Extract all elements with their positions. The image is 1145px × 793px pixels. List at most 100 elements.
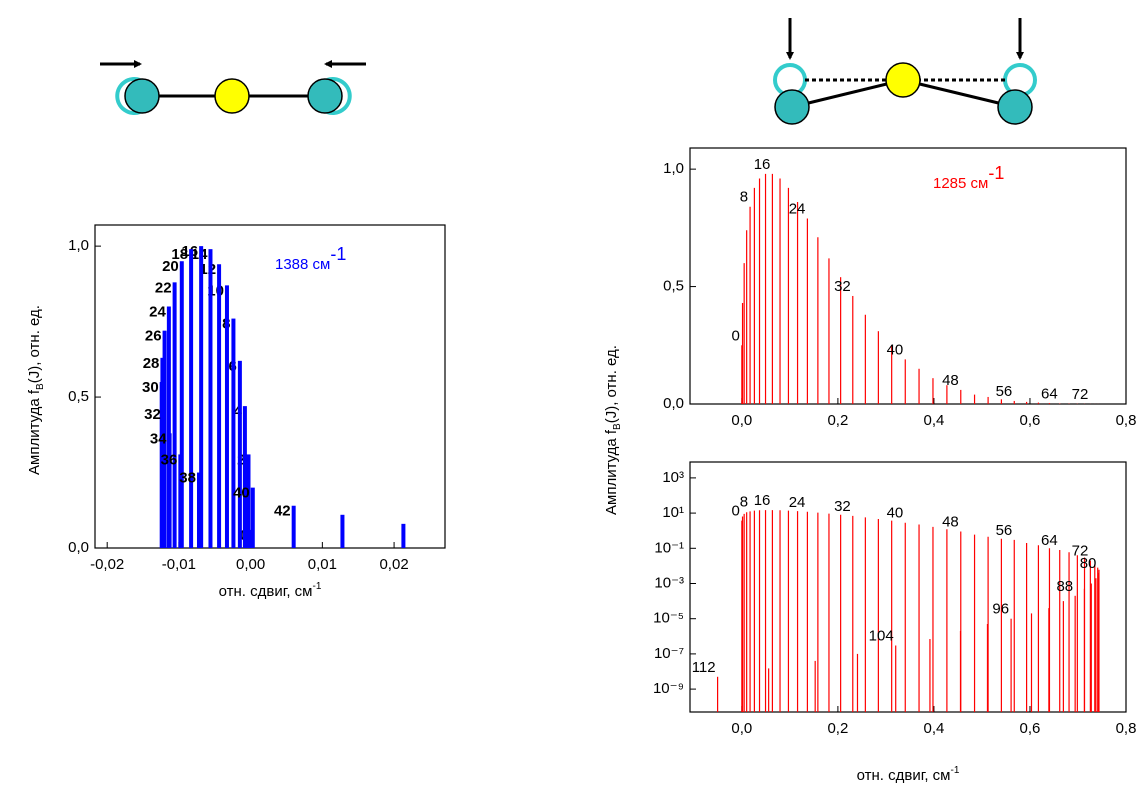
bar bbox=[166, 306, 171, 548]
point-label: 56 bbox=[996, 383, 1013, 400]
y-axis-label-script: B bbox=[35, 383, 46, 390]
x-tick-label: 0,00 bbox=[236, 556, 265, 573]
y-tick-label: 10⁻⁵ bbox=[653, 610, 684, 627]
x-axis-label-script: -1 bbox=[950, 765, 959, 776]
point-label: 26 bbox=[145, 328, 162, 345]
x-axis-label-script: -1 bbox=[312, 581, 321, 592]
point-label: 64 bbox=[1041, 385, 1058, 402]
x-tick-label: 0,6 bbox=[1020, 720, 1041, 737]
x-tick-label: 0,4 bbox=[923, 720, 944, 737]
point-label: 112 bbox=[692, 659, 716, 676]
y-tick-label: 1,0 bbox=[68, 237, 89, 254]
y-tick-label: 10⁻⁷ bbox=[654, 645, 684, 662]
annotation-part: 1388 см bbox=[275, 256, 330, 273]
bar bbox=[217, 264, 222, 548]
point-label: 38 bbox=[179, 470, 196, 487]
y-tick-label: 0,0 bbox=[68, 539, 89, 556]
point-label: 20 bbox=[162, 258, 179, 275]
x-tick-label: 0,8 bbox=[1116, 720, 1137, 737]
y-tick-label: 10⁻⁹ bbox=[653, 680, 684, 697]
x-tick-label: -0,02 bbox=[90, 556, 124, 573]
y-tick-label: 0,5 bbox=[663, 278, 684, 295]
annotation-part: 1285 см bbox=[933, 175, 988, 192]
bar bbox=[237, 360, 242, 548]
y-axis-label: Амплитуда fB(J), отн. ед. bbox=[26, 305, 46, 475]
bar bbox=[231, 318, 236, 548]
annotation-script: -1 bbox=[988, 163, 1004, 183]
y-tick-label: 0,0 bbox=[663, 395, 684, 412]
y-axis-label-part: (J), отн. ед. bbox=[603, 345, 620, 423]
point-label: 18 bbox=[171, 246, 188, 263]
point-label: 72 bbox=[1072, 543, 1089, 560]
point-label: 40 bbox=[887, 505, 904, 522]
bar bbox=[250, 487, 255, 548]
point-label: 8 bbox=[740, 189, 748, 206]
point-label: 16 bbox=[754, 156, 771, 173]
x-axis-label-part: отн. сдвиг, см bbox=[219, 583, 313, 600]
x-tick-label: 0,01 bbox=[308, 556, 337, 573]
point-label: 72 bbox=[1072, 386, 1089, 403]
point-label: 8 bbox=[740, 493, 748, 510]
bar bbox=[189, 249, 194, 548]
molecule-bent bbox=[773, 18, 1037, 125]
x-axis-label: отн. сдвиг, см-1 bbox=[857, 765, 960, 784]
x-tick-label: 0,2 bbox=[827, 720, 848, 737]
x-tick-label: 0,6 bbox=[1020, 412, 1041, 429]
point-label: 104 bbox=[869, 627, 894, 644]
annotation-script: -1 bbox=[330, 244, 346, 264]
bar bbox=[178, 454, 183, 548]
point-label: 30 bbox=[142, 379, 159, 396]
x-axis-label-part: отн. сдвиг, см bbox=[857, 767, 951, 784]
x-axis-label: отн. сдвиг, см-1 bbox=[219, 581, 322, 600]
x-tick-label: 0,0 bbox=[731, 720, 752, 737]
point-label: 36 bbox=[161, 451, 178, 468]
point-label: 42 bbox=[274, 503, 291, 520]
point-label: 28 bbox=[143, 355, 160, 372]
point-label: 24 bbox=[789, 200, 806, 217]
annotation: 1285 см-1 bbox=[933, 163, 1004, 192]
point-label: 96 bbox=[992, 601, 1009, 618]
point-label: 32 bbox=[834, 498, 851, 515]
bar bbox=[246, 454, 251, 548]
y-tick-label: 10³ bbox=[662, 469, 684, 486]
bar bbox=[208, 249, 213, 548]
point-label: 48 bbox=[942, 372, 959, 389]
x-tick-label: 0,0 bbox=[731, 412, 752, 429]
x-tick-label: 0,02 bbox=[379, 556, 408, 573]
bar bbox=[340, 514, 345, 548]
y-tick-label: 10⁻¹ bbox=[654, 539, 684, 556]
y-tick-label: 10¹ bbox=[662, 504, 684, 521]
bar bbox=[167, 433, 172, 548]
bar bbox=[224, 285, 229, 548]
y-tick-label: 0,5 bbox=[68, 388, 89, 405]
bar bbox=[172, 282, 177, 548]
point-label: 64 bbox=[1041, 532, 1058, 549]
point-label: 80 bbox=[1080, 555, 1097, 572]
annotation: 1388 см-1 bbox=[275, 244, 346, 273]
point-label: 40 bbox=[887, 341, 904, 358]
bar bbox=[401, 523, 406, 548]
bar bbox=[199, 246, 204, 548]
bar bbox=[291, 505, 296, 548]
point-label: 24 bbox=[789, 494, 806, 511]
point-label: 32 bbox=[834, 278, 851, 295]
bar bbox=[179, 261, 184, 548]
point-label: 34 bbox=[150, 430, 167, 447]
x-tick-label: 0,4 bbox=[923, 412, 944, 429]
point-label: 56 bbox=[996, 522, 1013, 539]
bar bbox=[161, 409, 166, 548]
plot-frame bbox=[689, 461, 1127, 713]
point-label: 48 bbox=[942, 513, 959, 530]
point-label: 32 bbox=[144, 406, 161, 423]
bar bbox=[159, 381, 164, 548]
point-label: 88 bbox=[1056, 578, 1073, 595]
point-label: 0 bbox=[732, 503, 740, 520]
point-label: 24 bbox=[149, 303, 166, 320]
y-axis-label-part: Амплитуда f bbox=[26, 389, 43, 475]
x-tick-label: 0,2 bbox=[827, 412, 848, 429]
molecule-linear bbox=[100, 60, 366, 115]
bar bbox=[196, 472, 201, 548]
plot-frame bbox=[94, 224, 446, 549]
